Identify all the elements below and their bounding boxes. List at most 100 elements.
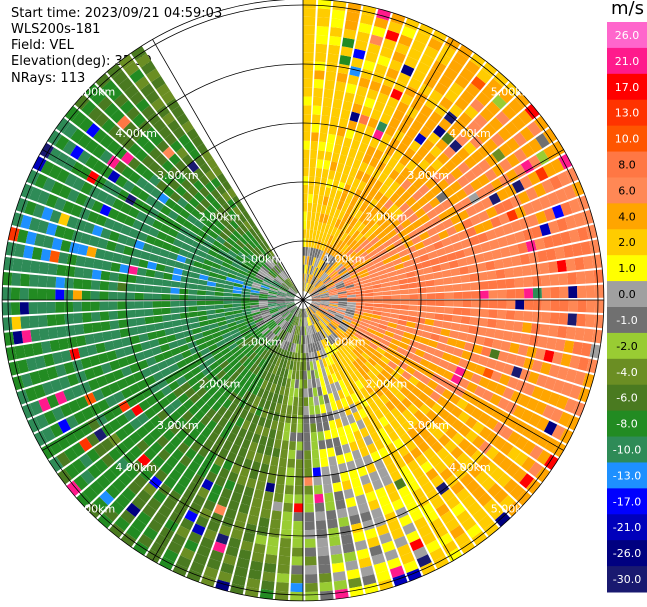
- range-gate: [227, 499, 240, 512]
- range-gate: [201, 329, 212, 337]
- range-gate: [252, 225, 261, 235]
- range-gate: [278, 329, 285, 338]
- range-gate: [481, 62, 498, 78]
- range-gate: [329, 302, 339, 306]
- range-gate: [388, 203, 399, 214]
- range-gate: [523, 288, 534, 299]
- range-gate: [511, 255, 522, 267]
- range-gate: [382, 454, 394, 467]
- range-gate: [340, 109, 351, 120]
- range-gate: [86, 432, 100, 447]
- range-gate: [260, 253, 269, 262]
- range-gate: [321, 348, 328, 358]
- range-gate: [264, 553, 278, 565]
- range-gate: [40, 340, 52, 354]
- range-gate: [305, 282, 309, 292]
- range-gate: [45, 193, 59, 209]
- range-gate: [129, 91, 145, 106]
- range-gate: [181, 179, 193, 191]
- range-gate: [505, 501, 522, 517]
- range-gate: [346, 237, 355, 246]
- range-gate: [129, 128, 144, 142]
- range-gate: [500, 441, 514, 456]
- range-gate: [358, 161, 369, 173]
- range-gate: [429, 111, 443, 125]
- range-gate: [316, 240, 322, 250]
- range-gate: [414, 323, 425, 331]
- range-gate: [208, 271, 219, 278]
- range-gate: [71, 426, 86, 441]
- range-gate: [255, 406, 264, 417]
- range-gate: [97, 352, 109, 364]
- range-gate: [317, 331, 323, 341]
- range-gate: [250, 289, 260, 294]
- range-gate: [187, 300, 197, 306]
- range-gate: [122, 451, 137, 465]
- range-gate: [342, 387, 350, 398]
- range-gate: [344, 451, 354, 463]
- range-gate: [296, 308, 300, 317]
- range-gate: [498, 457, 514, 472]
- range-gate: [580, 342, 592, 357]
- range-gate: [333, 249, 341, 258]
- range-gate: [296, 432, 304, 442]
- range-gate: [303, 282, 306, 292]
- range-gate: [291, 547, 304, 557]
- range-gate: [342, 164, 352, 176]
- range-gate: [543, 349, 555, 363]
- range-gate: [104, 372, 117, 384]
- range-gate: [398, 249, 409, 258]
- range-gate: [148, 382, 161, 394]
- range-gate: [429, 145, 443, 158]
- range-gate: [83, 323, 94, 334]
- range-gate: [374, 331, 385, 339]
- range-gate: [50, 378, 63, 393]
- range-gate: [266, 545, 279, 556]
- range-gate: [405, 271, 416, 278]
- colorbar-tick-label: 1.0: [618, 262, 636, 275]
- range-gate: [475, 91, 491, 107]
- range-gate: [514, 92, 530, 109]
- range-gate: [457, 257, 468, 267]
- range-gate: [254, 424, 264, 436]
- range-gate: [92, 388, 105, 402]
- range-gate: [265, 318, 274, 326]
- range-gate: [493, 258, 504, 270]
- range-gate: [248, 227, 257, 238]
- range-gate: [327, 287, 337, 292]
- range-gate: [334, 588, 349, 600]
- range-gate: [550, 158, 565, 174]
- range-gate: [468, 464, 483, 479]
- range-gate: [312, 342, 317, 352]
- range-gate: [226, 367, 236, 378]
- range-gate: [318, 307, 327, 313]
- range-gate: [345, 330, 354, 338]
- range-gate: [502, 257, 513, 268]
- range-gate: [343, 344, 352, 354]
- range-gate: [346, 385, 355, 395]
- range-gate: [287, 323, 293, 333]
- range-gate: [272, 411, 280, 422]
- range-gate: [326, 447, 336, 458]
- range-gate: [180, 547, 195, 561]
- range-gate: [456, 175, 470, 188]
- range-gate: [515, 288, 525, 299]
- range-gate: [351, 178, 361, 189]
- range-gate: [297, 326, 301, 336]
- range-gate: [317, 284, 326, 291]
- range-gate: [454, 249, 466, 259]
- range-gate: [500, 426, 514, 441]
- range-gate: [332, 391, 340, 402]
- colorbar-segment: [607, 540, 647, 567]
- range-gate: [556, 325, 568, 339]
- range-gate: [524, 103, 540, 120]
- range-gate: [391, 290, 401, 295]
- range-gate: [346, 291, 356, 296]
- range-gate: [414, 207, 426, 219]
- range-gate: [346, 306, 356, 311]
- range-gate: [494, 383, 507, 396]
- range-gate: [483, 498, 499, 514]
- range-gate: [215, 282, 225, 289]
- range-gate: [67, 399, 81, 414]
- range-gate: [198, 279, 208, 286]
